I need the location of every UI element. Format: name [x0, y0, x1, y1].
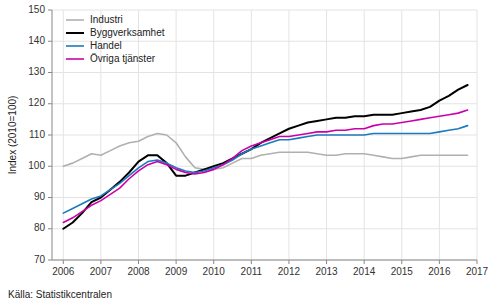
x-grid-line [213, 10, 214, 260]
grid [52, 10, 477, 260]
y-grid-line [52, 135, 477, 136]
x-tick-label: 2011 [241, 266, 263, 277]
y-tick-label: 80 [34, 222, 46, 233]
legend-label: Handel [90, 40, 122, 51]
y-axis-line [52, 10, 53, 260]
x-tick [213, 260, 214, 264]
series-line [63, 85, 467, 229]
y-tick-label: 100 [28, 160, 45, 171]
source-note: Källa: Statistikcentralen [8, 289, 112, 300]
y-tick [48, 197, 52, 198]
x-tick [63, 260, 64, 264]
x-tick-label: 2009 [165, 266, 188, 277]
y-tick [48, 166, 52, 167]
y-tick-label: 110 [29, 129, 45, 140]
x-tick-label: 2014 [353, 266, 376, 277]
x-tick [401, 260, 402, 264]
x-grid-line [176, 10, 177, 260]
y-tick-label: 130 [28, 66, 45, 77]
x-tick [439, 260, 440, 264]
y-grid-line [52, 72, 477, 73]
y-tick-label: 90 [34, 191, 46, 202]
axes: 70 80 90 100 110 120 130 140 150 2006 2007 2008 2009… [28, 4, 488, 277]
legend: Industri Byggverksamhet Handel Övriga tjäns… [66, 14, 165, 64]
legend-swatch [66, 32, 84, 34]
x-tick [100, 260, 101, 264]
x-grid-line [439, 10, 440, 260]
x-tick [477, 260, 478, 264]
x-axis-line [52, 260, 477, 261]
x-tick-label: 2015 [391, 266, 414, 277]
x-grid-line [401, 10, 402, 260]
legend-label: Byggverksamhet [90, 27, 165, 38]
x-tick-label: 2007 [90, 266, 113, 277]
y-tick [48, 10, 52, 11]
x-tick-label: 2013 [315, 266, 338, 277]
x-grid-line [477, 10, 478, 260]
legend-label: Industri [90, 14, 123, 25]
series-line [63, 126, 467, 214]
y-grid-line [52, 103, 477, 104]
legend-swatch [66, 19, 84, 21]
y-tick-label: 120 [28, 97, 45, 108]
y-axis-label: Index (2010=100) [7, 96, 18, 175]
x-tick-label: 2008 [127, 266, 150, 277]
x-grid-line [288, 10, 289, 260]
x-tick [364, 260, 365, 264]
y-tick [48, 103, 52, 104]
legend-swatch [66, 58, 84, 60]
y-tick [48, 260, 52, 261]
x-grid-line [138, 10, 139, 260]
y-tick [48, 41, 52, 42]
x-tick [326, 260, 327, 264]
y-grid-line [52, 166, 477, 167]
series-line [63, 133, 467, 169]
legend-label: Övriga tjänster [90, 53, 156, 64]
legend-swatch [66, 45, 84, 47]
y-tick [48, 228, 52, 229]
x-tick [251, 260, 252, 264]
x-tick-label: 2006 [52, 266, 75, 277]
x-grid-line [251, 10, 252, 260]
x-tick-label: 2010 [203, 266, 226, 277]
y-tick-label: 70 [34, 254, 46, 265]
y-tick-label: 140 [28, 35, 45, 46]
series-line [63, 110, 467, 223]
x-tick [176, 260, 177, 264]
x-tick-label: 2017 [466, 266, 489, 277]
x-tick [138, 260, 139, 264]
x-tick [288, 260, 289, 264]
x-tick-label: 2016 [428, 266, 451, 277]
y-grid-line [52, 197, 477, 198]
y-tick-label: 150 [28, 4, 45, 15]
chart: 70 80 90 100 110 120 130 140 150 2006 2007 2008 2009… [0, 0, 493, 304]
y-tick [48, 72, 52, 73]
y-tick [48, 135, 52, 136]
x-tick-label: 2012 [278, 266, 301, 277]
y-grid-line [52, 228, 477, 229]
y-grid-line [52, 260, 477, 261]
y-grid-line [52, 10, 477, 11]
lines [63, 85, 467, 229]
